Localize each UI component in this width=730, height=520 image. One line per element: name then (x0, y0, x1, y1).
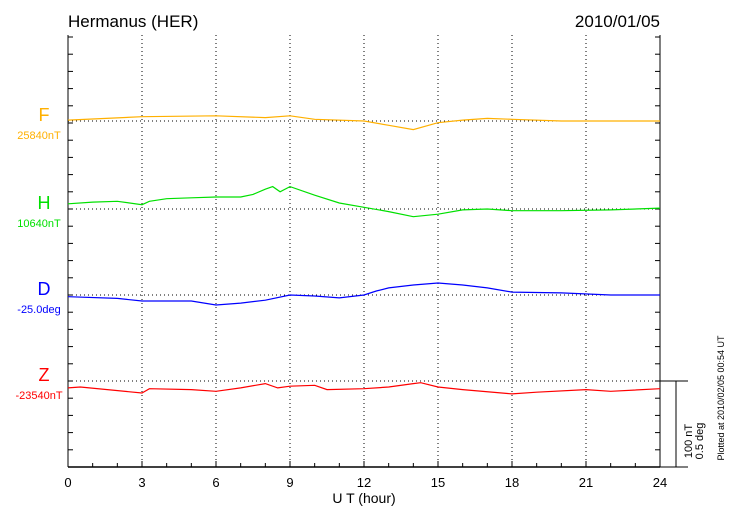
baseline-label-z: -23540nT (15, 390, 62, 402)
x-tick-label: 9 (286, 475, 293, 490)
x-tick-label: 6 (212, 475, 219, 490)
x-tick-label: 18 (505, 475, 519, 490)
series-name-f: F (39, 105, 50, 125)
x-tick-label: 15 (431, 475, 445, 490)
x-tick-label: 0 (64, 475, 71, 490)
station-title: Hermanus (HER) (68, 12, 198, 31)
component-labels: F 25840nT H 10640nT D -25.0deg Z -23540nT (15, 105, 62, 402)
series-line-h (67, 185, 661, 218)
axes: 0 3 6 9 12 15 18 21 24 (64, 35, 667, 490)
scale-nt-label: 100 nT (683, 424, 695, 459)
baseline-label-d: -25.0deg (17, 304, 60, 316)
grid (68, 35, 660, 467)
series-lines (67, 115, 661, 395)
series-name-z: Z (39, 365, 50, 385)
plotted-timestamp: Plotted at 2010/02/05 00:54 UT (716, 335, 726, 461)
baseline-label-h: 10640nT (17, 218, 61, 230)
x-tick-label: 21 (579, 475, 593, 490)
series-line-f (67, 115, 660, 131)
series-name-h: H (38, 193, 51, 213)
series-line-d (67, 282, 660, 306)
series-line-z (67, 382, 661, 395)
x-tick-label: 12 (357, 475, 371, 490)
date-title: 2010/01/05 (575, 12, 660, 31)
x-tick-label: 3 (138, 475, 145, 490)
scale-deg-label: 0.5 deg (694, 423, 706, 460)
series-name-d: D (38, 279, 51, 299)
x-tick-label: 24 (653, 475, 667, 490)
x-axis-label: U T (hour) (332, 490, 395, 506)
baseline-label-f: 25840nT (17, 130, 61, 142)
scale-bar: 100 nT 0.5 deg (660, 380, 706, 468)
